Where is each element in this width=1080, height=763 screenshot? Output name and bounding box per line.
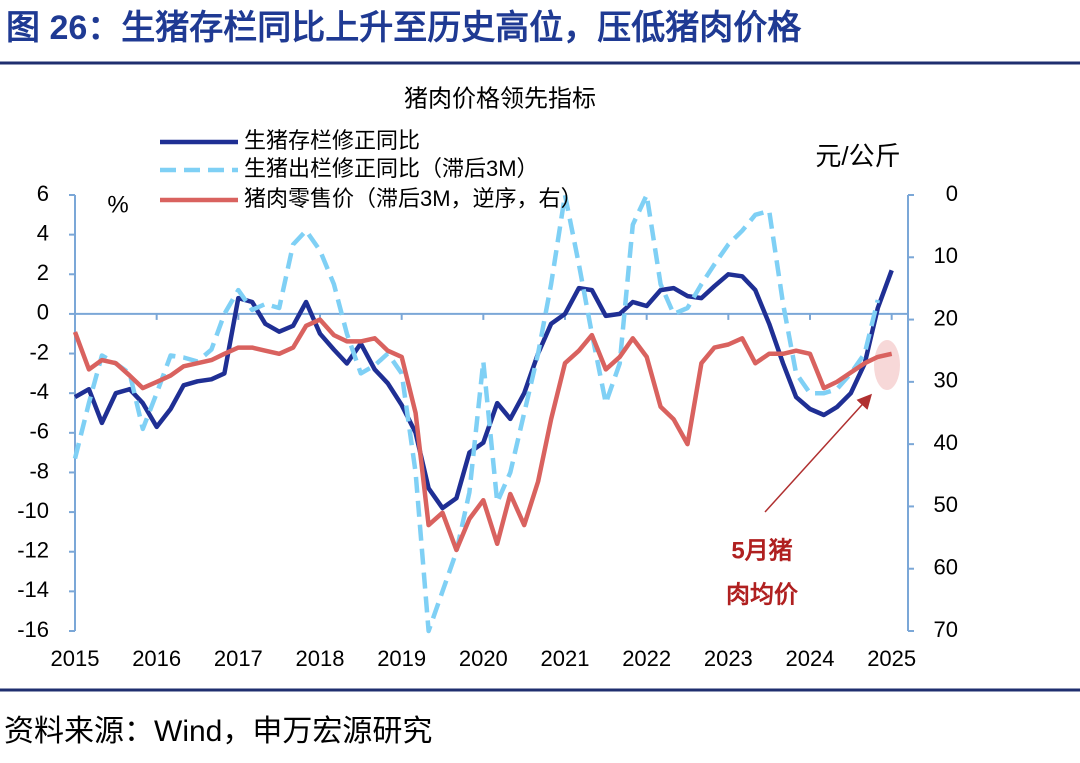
y2-tick-label: 0 <box>946 181 958 206</box>
legend-label: 生猪存栏修正同比 <box>244 128 420 153</box>
y2-tick-label: 30 <box>934 368 958 393</box>
y-tick-label: -8 <box>29 458 49 483</box>
y-tick-label: -14 <box>17 577 49 602</box>
y-tick-label: -2 <box>29 339 49 364</box>
x-tick-label: 2022 <box>622 646 671 671</box>
header-title: 图 26：生猪存栏同比上升至历史高位，压低猪肉价格 <box>6 9 802 47</box>
x-tick-label: 2019 <box>377 646 426 671</box>
y2-tick-label: 10 <box>934 243 958 268</box>
x-tick-label: 2024 <box>786 646 835 671</box>
y2-tick-label: 20 <box>934 305 958 330</box>
annotation: 5月猪 <box>731 537 792 564</box>
y2-tick-label: 50 <box>934 492 958 517</box>
x-tick-label: 2021 <box>541 646 590 671</box>
x-tick-label: 2015 <box>51 646 100 671</box>
chart-title: 猪肉价格领先指标 <box>404 85 596 112</box>
x-tick-label: 2016 <box>132 646 181 671</box>
y-tick-label: -12 <box>17 538 49 563</box>
y2-tick-label: 70 <box>934 617 958 642</box>
legend-label: 猪肉零售价（滞后3M，逆序，右） <box>244 186 583 211</box>
legend-label: 生猪出栏修正同比（滞后3M） <box>244 156 539 181</box>
y-tick-label: -10 <box>17 498 49 523</box>
y-tick-label: -16 <box>17 617 49 642</box>
footer-source: 资料来源：Wind，申万宏源研究 <box>4 715 432 748</box>
y-tick-label: 6 <box>37 181 49 206</box>
x-tick-label: 2018 <box>296 646 345 671</box>
y-axis-label: % <box>107 191 128 218</box>
y-tick-label: -4 <box>29 379 49 404</box>
y-tick-label: -6 <box>29 419 49 444</box>
y2-tick-label: 60 <box>934 555 958 580</box>
highlight <box>874 340 900 390</box>
y2-axis-label: 元/公斤 <box>815 141 900 171</box>
x-tick-label: 2025 <box>867 646 916 671</box>
x-tick-label: 2017 <box>214 646 263 671</box>
series-line <box>72 192 880 634</box>
y-tick-label: 4 <box>37 220 49 245</box>
annotation-arrow <box>764 393 873 513</box>
y2-tick-label: 40 <box>934 430 958 455</box>
series-line <box>73 269 894 511</box>
series-line <box>72 317 893 553</box>
annotation: 肉均价 <box>726 580 799 608</box>
x-tick-label: 2020 <box>459 646 508 671</box>
y-tick-label: 0 <box>37 300 49 325</box>
x-tick-label: 2023 <box>704 646 753 671</box>
y-tick-label: 2 <box>37 260 49 285</box>
